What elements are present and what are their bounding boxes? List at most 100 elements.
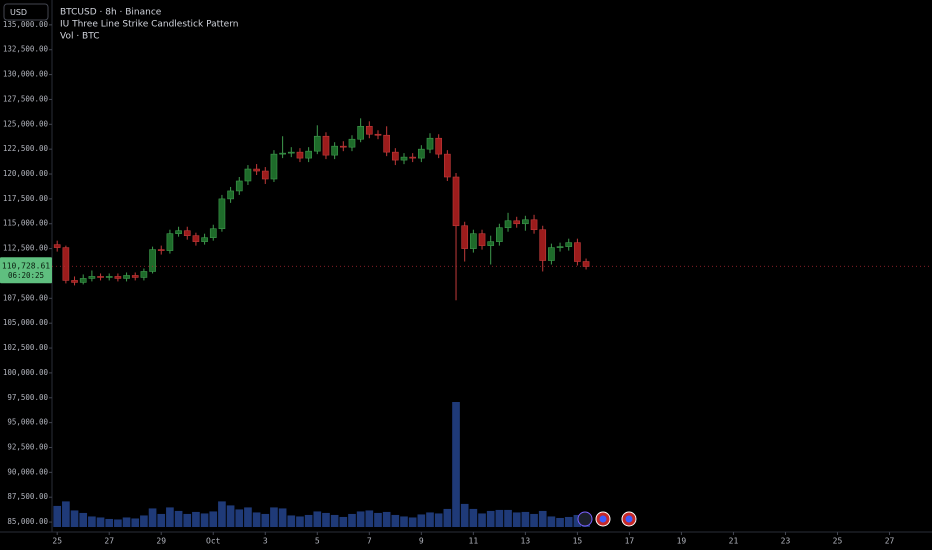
candle-body <box>461 225 469 249</box>
candle-body <box>157 249 165 251</box>
volume-bar <box>157 513 166 527</box>
volume-bar <box>140 515 148 527</box>
candle-body <box>374 133 382 136</box>
candle-body <box>548 247 555 261</box>
volume-bar <box>226 505 235 527</box>
volume-bar <box>235 509 244 527</box>
volume-bar <box>530 513 538 527</box>
volume-bar <box>391 514 400 527</box>
volume-bar <box>339 516 348 527</box>
event-icon[interactable] <box>599 515 607 523</box>
candle-body <box>149 249 156 272</box>
candle-body <box>105 276 113 278</box>
y-tick-label: 87,500.00 <box>7 492 48 501</box>
candle-body <box>313 135 321 152</box>
candle-body <box>114 276 122 279</box>
y-tick-label: 90,000.00 <box>7 467 48 476</box>
candle-body <box>123 275 130 279</box>
x-tick-label: 3 <box>263 537 268 546</box>
event-icon[interactable] <box>625 515 633 523</box>
candle-body <box>296 151 304 159</box>
candle-body <box>261 170 269 180</box>
candle-body <box>357 125 364 140</box>
volume-bar <box>304 514 313 527</box>
candle-body <box>270 153 278 180</box>
volume-bar <box>426 512 434 527</box>
event-icon[interactable] <box>577 511 593 527</box>
y-tick-label: 130,000.00 <box>3 70 49 79</box>
volume-bar <box>460 503 469 527</box>
candle-body <box>131 275 139 278</box>
candle-body <box>287 151 295 154</box>
volume-bar <box>495 509 504 527</box>
y-tick-label: 92,500.00 <box>7 442 48 451</box>
x-tick-label: 15 <box>573 537 583 546</box>
y-tick-label: 85,000.00 <box>7 517 48 526</box>
volume-bar <box>322 512 330 527</box>
volume-bar <box>365 510 374 527</box>
candle-body <box>322 135 330 156</box>
currency-label[interactable]: USD <box>10 8 27 17</box>
volume-bar <box>547 516 556 527</box>
candle-body <box>97 276 104 278</box>
volume-bar <box>174 510 183 527</box>
volume-bar <box>556 517 564 527</box>
volume-bar <box>148 508 157 527</box>
candle-body <box>409 156 417 159</box>
candle-body <box>487 241 495 246</box>
x-tick-label: 17 <box>625 537 635 546</box>
volume-bar <box>296 516 304 527</box>
candle-body <box>71 280 78 283</box>
volume-bar <box>252 512 261 527</box>
volume-bar <box>200 513 209 527</box>
volume-label: Vol · BTC <box>60 32 99 42</box>
candle-body <box>530 219 538 231</box>
candle-body <box>227 190 234 200</box>
volume-bar <box>478 513 486 527</box>
candle-body <box>209 228 217 238</box>
event-icons[interactable] <box>577 511 637 527</box>
volume-bar <box>122 517 131 527</box>
candle-body <box>62 247 70 281</box>
y-tick-label: 127,500.00 <box>3 94 49 103</box>
y-tick-label: 122,500.00 <box>3 144 49 153</box>
x-tick-label: 27 <box>885 537 895 546</box>
x-tick-label: 29 <box>156 537 166 546</box>
candle-body <box>470 233 477 249</box>
chart-title: BTCUSD · 8h · Binance <box>60 8 162 18</box>
candle-body <box>539 229 547 261</box>
candle-body <box>53 244 61 248</box>
volume-bar <box>486 510 495 527</box>
candle-body <box>79 278 87 283</box>
candle-body <box>478 233 486 246</box>
x-tick-label: 5 <box>315 537 320 546</box>
x-tick-label: 11 <box>469 537 479 546</box>
x-tick-label: 25 <box>833 537 843 546</box>
candle-body <box>235 180 243 192</box>
y-tick-label: 125,000.00 <box>3 119 49 128</box>
candle-body <box>140 271 148 278</box>
y-tick-label: 112,500.00 <box>3 244 49 253</box>
x-tick-label: Oct <box>206 537 221 546</box>
candle-body <box>418 148 425 159</box>
y-tick-label: 105,000.00 <box>3 318 49 327</box>
volume-bar <box>244 507 252 527</box>
candle-body <box>513 220 521 225</box>
currency-button[interactable] <box>3 3 49 21</box>
volume-bar <box>443 508 452 527</box>
volume-bar <box>538 510 547 527</box>
volume-bar <box>469 508 478 527</box>
volume-bar <box>192 511 200 527</box>
candle-body <box>582 261 590 267</box>
candle-body <box>383 134 390 153</box>
volume-bar <box>131 518 140 527</box>
candle-body <box>88 276 96 279</box>
candle-body <box>201 237 208 242</box>
x-tick-label: 19 <box>677 537 687 546</box>
candle-body <box>391 151 399 161</box>
y-tick-label: 115,000.00 <box>3 219 49 228</box>
volume-bar <box>70 510 79 527</box>
